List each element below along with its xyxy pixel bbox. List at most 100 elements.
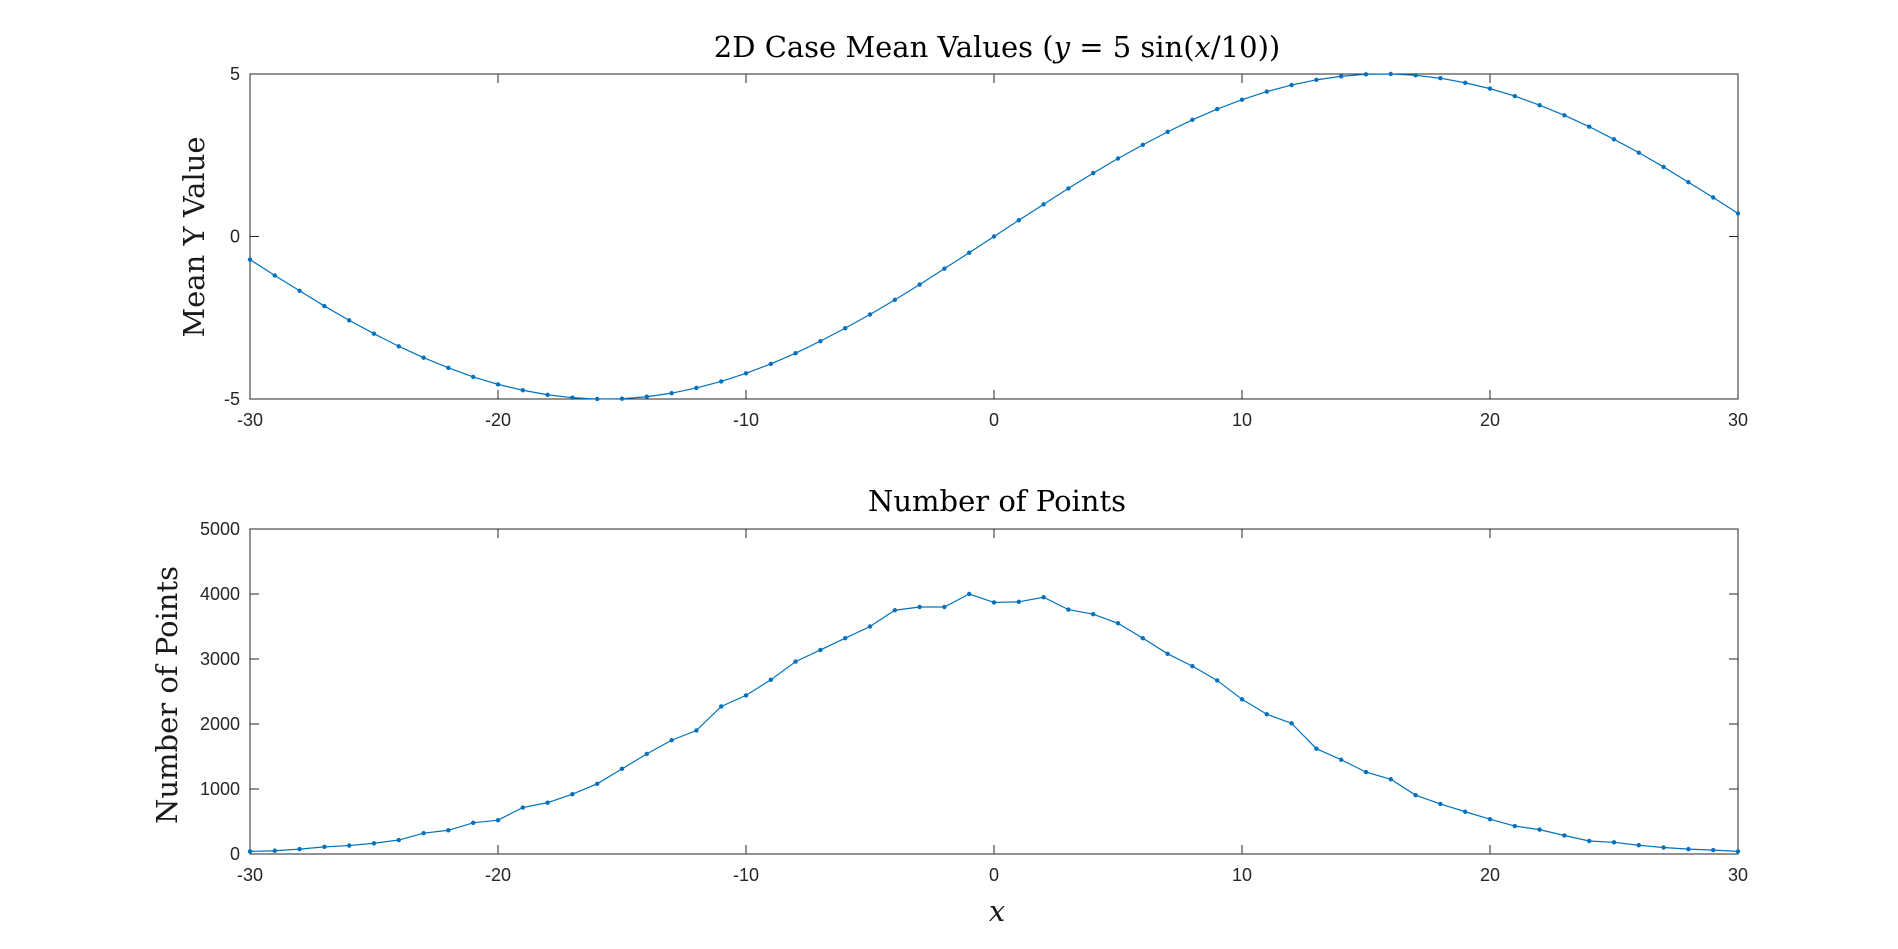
- top-data-point: [545, 392, 550, 397]
- top-chart-title: 2D Case Mean Values (y = 5 sin(x/10)): [714, 30, 1280, 64]
- top-data-point: [768, 361, 773, 367]
- bottom-data-point: [768, 677, 773, 682]
- top-data-point: [1438, 76, 1443, 81]
- bottom-chart-series: [247, 591, 1741, 854]
- top-data-point: [446, 365, 451, 370]
- bottom-data-point: [421, 831, 426, 836]
- bottom-data-point: [322, 844, 327, 850]
- top-data-point: [1636, 150, 1642, 155]
- bottom-data-point: [1735, 849, 1741, 854]
- bottom-data-point: [471, 820, 476, 825]
- top-data-point: [867, 312, 873, 317]
- top-data-point: [818, 338, 823, 344]
- bottom-data-point: [1661, 845, 1666, 850]
- top-data-point: [1537, 103, 1542, 108]
- bottom-data-point: [917, 604, 922, 610]
- title-prefix: 2D Case Mean Values (: [714, 30, 1054, 64]
- bottom-data-point: [1016, 599, 1021, 604]
- top-data-point: [1016, 218, 1021, 223]
- bottom-data-point: [1413, 792, 1418, 798]
- title-eq: = 5 sin(: [1070, 30, 1195, 64]
- bottom-data-point: [1711, 847, 1716, 853]
- bottom-data-point: [1339, 757, 1344, 762]
- bottom-data-point: [1636, 843, 1642, 848]
- top-data-point: [1091, 170, 1096, 176]
- bottom-data-point: [595, 781, 600, 786]
- bottom-data-point: [1438, 801, 1443, 807]
- bottom-data-point: [694, 728, 699, 733]
- top-data-point: [1190, 117, 1195, 123]
- bottom-data-point: [1587, 838, 1592, 844]
- bottom-x-tick-label: -20: [485, 865, 511, 885]
- top-data-point: [471, 374, 476, 380]
- bottom-x-tick-label: 20: [1480, 865, 1500, 885]
- top-data-point: [247, 257, 253, 262]
- bottom-data-point: [272, 848, 277, 853]
- top-data-point: [1264, 89, 1270, 94]
- bottom-data-point: [371, 841, 377, 846]
- bottom-data-point: [247, 849, 253, 854]
- top-data-point: [1339, 74, 1344, 79]
- bottom-data-point: [1190, 663, 1195, 669]
- bottom-data-point: [991, 600, 997, 605]
- top-data-point: [1388, 71, 1394, 77]
- top-data-point: [495, 382, 501, 387]
- top-data-point: [743, 371, 749, 376]
- top-x-tick-label: 30: [1728, 410, 1748, 430]
- bottom-data-point: [892, 608, 897, 613]
- bottom-chart-ticks: -30 -20 -10 0 10 20 30 0 1000 2000 3000 4000 5000: [200, 519, 1748, 885]
- bottom-data-point: [1611, 840, 1617, 845]
- bottom-data-point: [719, 704, 724, 709]
- bottom-data-point: [1686, 846, 1691, 852]
- bottom-chart-ylabel: Number of Points: [150, 566, 184, 824]
- bottom-data-point: [1140, 636, 1146, 641]
- top-data-point: [892, 297, 897, 303]
- top-data-point: [1363, 72, 1369, 77]
- top-data-point: [694, 385, 699, 391]
- bottom-plot-frame: [249, 528, 1739, 855]
- bottom-series-line: [249, 593, 1739, 852]
- bottom-data-point: [446, 828, 451, 833]
- top-data-point: [644, 394, 649, 399]
- bottom-y-tick-label: 3000: [200, 649, 240, 669]
- bottom-y-tick-label: 2000: [200, 714, 240, 734]
- bottom-y-tick-label: 1000: [200, 779, 240, 799]
- top-data-point: [1413, 73, 1418, 78]
- bottom-data-point: [669, 738, 674, 743]
- top-x-tick-label: -20: [485, 410, 511, 430]
- top-data-point: [1140, 142, 1146, 148]
- top-data-point: [1239, 97, 1245, 102]
- bottom-x-tick-label: 10: [1232, 865, 1252, 885]
- bottom-x-tick-label: -30: [237, 865, 263, 885]
- top-data-point: [793, 350, 798, 356]
- top-data-point: [421, 355, 426, 360]
- top-y-tick-label: -5: [224, 389, 240, 409]
- title-var-x: x: [1195, 30, 1211, 64]
- top-chart-ticks: -30 -20 -10 0 10 20 30 -5 0 5: [224, 64, 1748, 430]
- bottom-data-point: [297, 846, 302, 852]
- top-data-point: [1587, 124, 1592, 129]
- top-data-point: [1463, 80, 1468, 85]
- top-data-point: [520, 388, 525, 393]
- bottom-data-point: [1363, 769, 1369, 775]
- top-data-point: [1215, 106, 1220, 112]
- bottom-data-point: [1215, 678, 1220, 683]
- bottom-data-point: [1512, 823, 1518, 829]
- bottom-data-point: [545, 800, 550, 805]
- bottom-data-point: [1314, 746, 1319, 751]
- top-data-point: [1041, 202, 1046, 207]
- top-data-point: [1314, 77, 1319, 83]
- top-data-point: [917, 282, 922, 287]
- top-y-tick-label: 0: [230, 227, 240, 247]
- top-data-point: [1487, 86, 1493, 91]
- top-data-point: [595, 396, 600, 402]
- top-data-point: [719, 379, 724, 384]
- top-data-point: [1686, 180, 1691, 185]
- top-data-point: [1711, 195, 1716, 200]
- bottom-data-point: [347, 843, 352, 848]
- top-data-point: [1289, 82, 1294, 88]
- bottom-data-point: [1239, 697, 1245, 702]
- top-data-point: [1661, 164, 1666, 170]
- bottom-data-point: [1115, 621, 1121, 626]
